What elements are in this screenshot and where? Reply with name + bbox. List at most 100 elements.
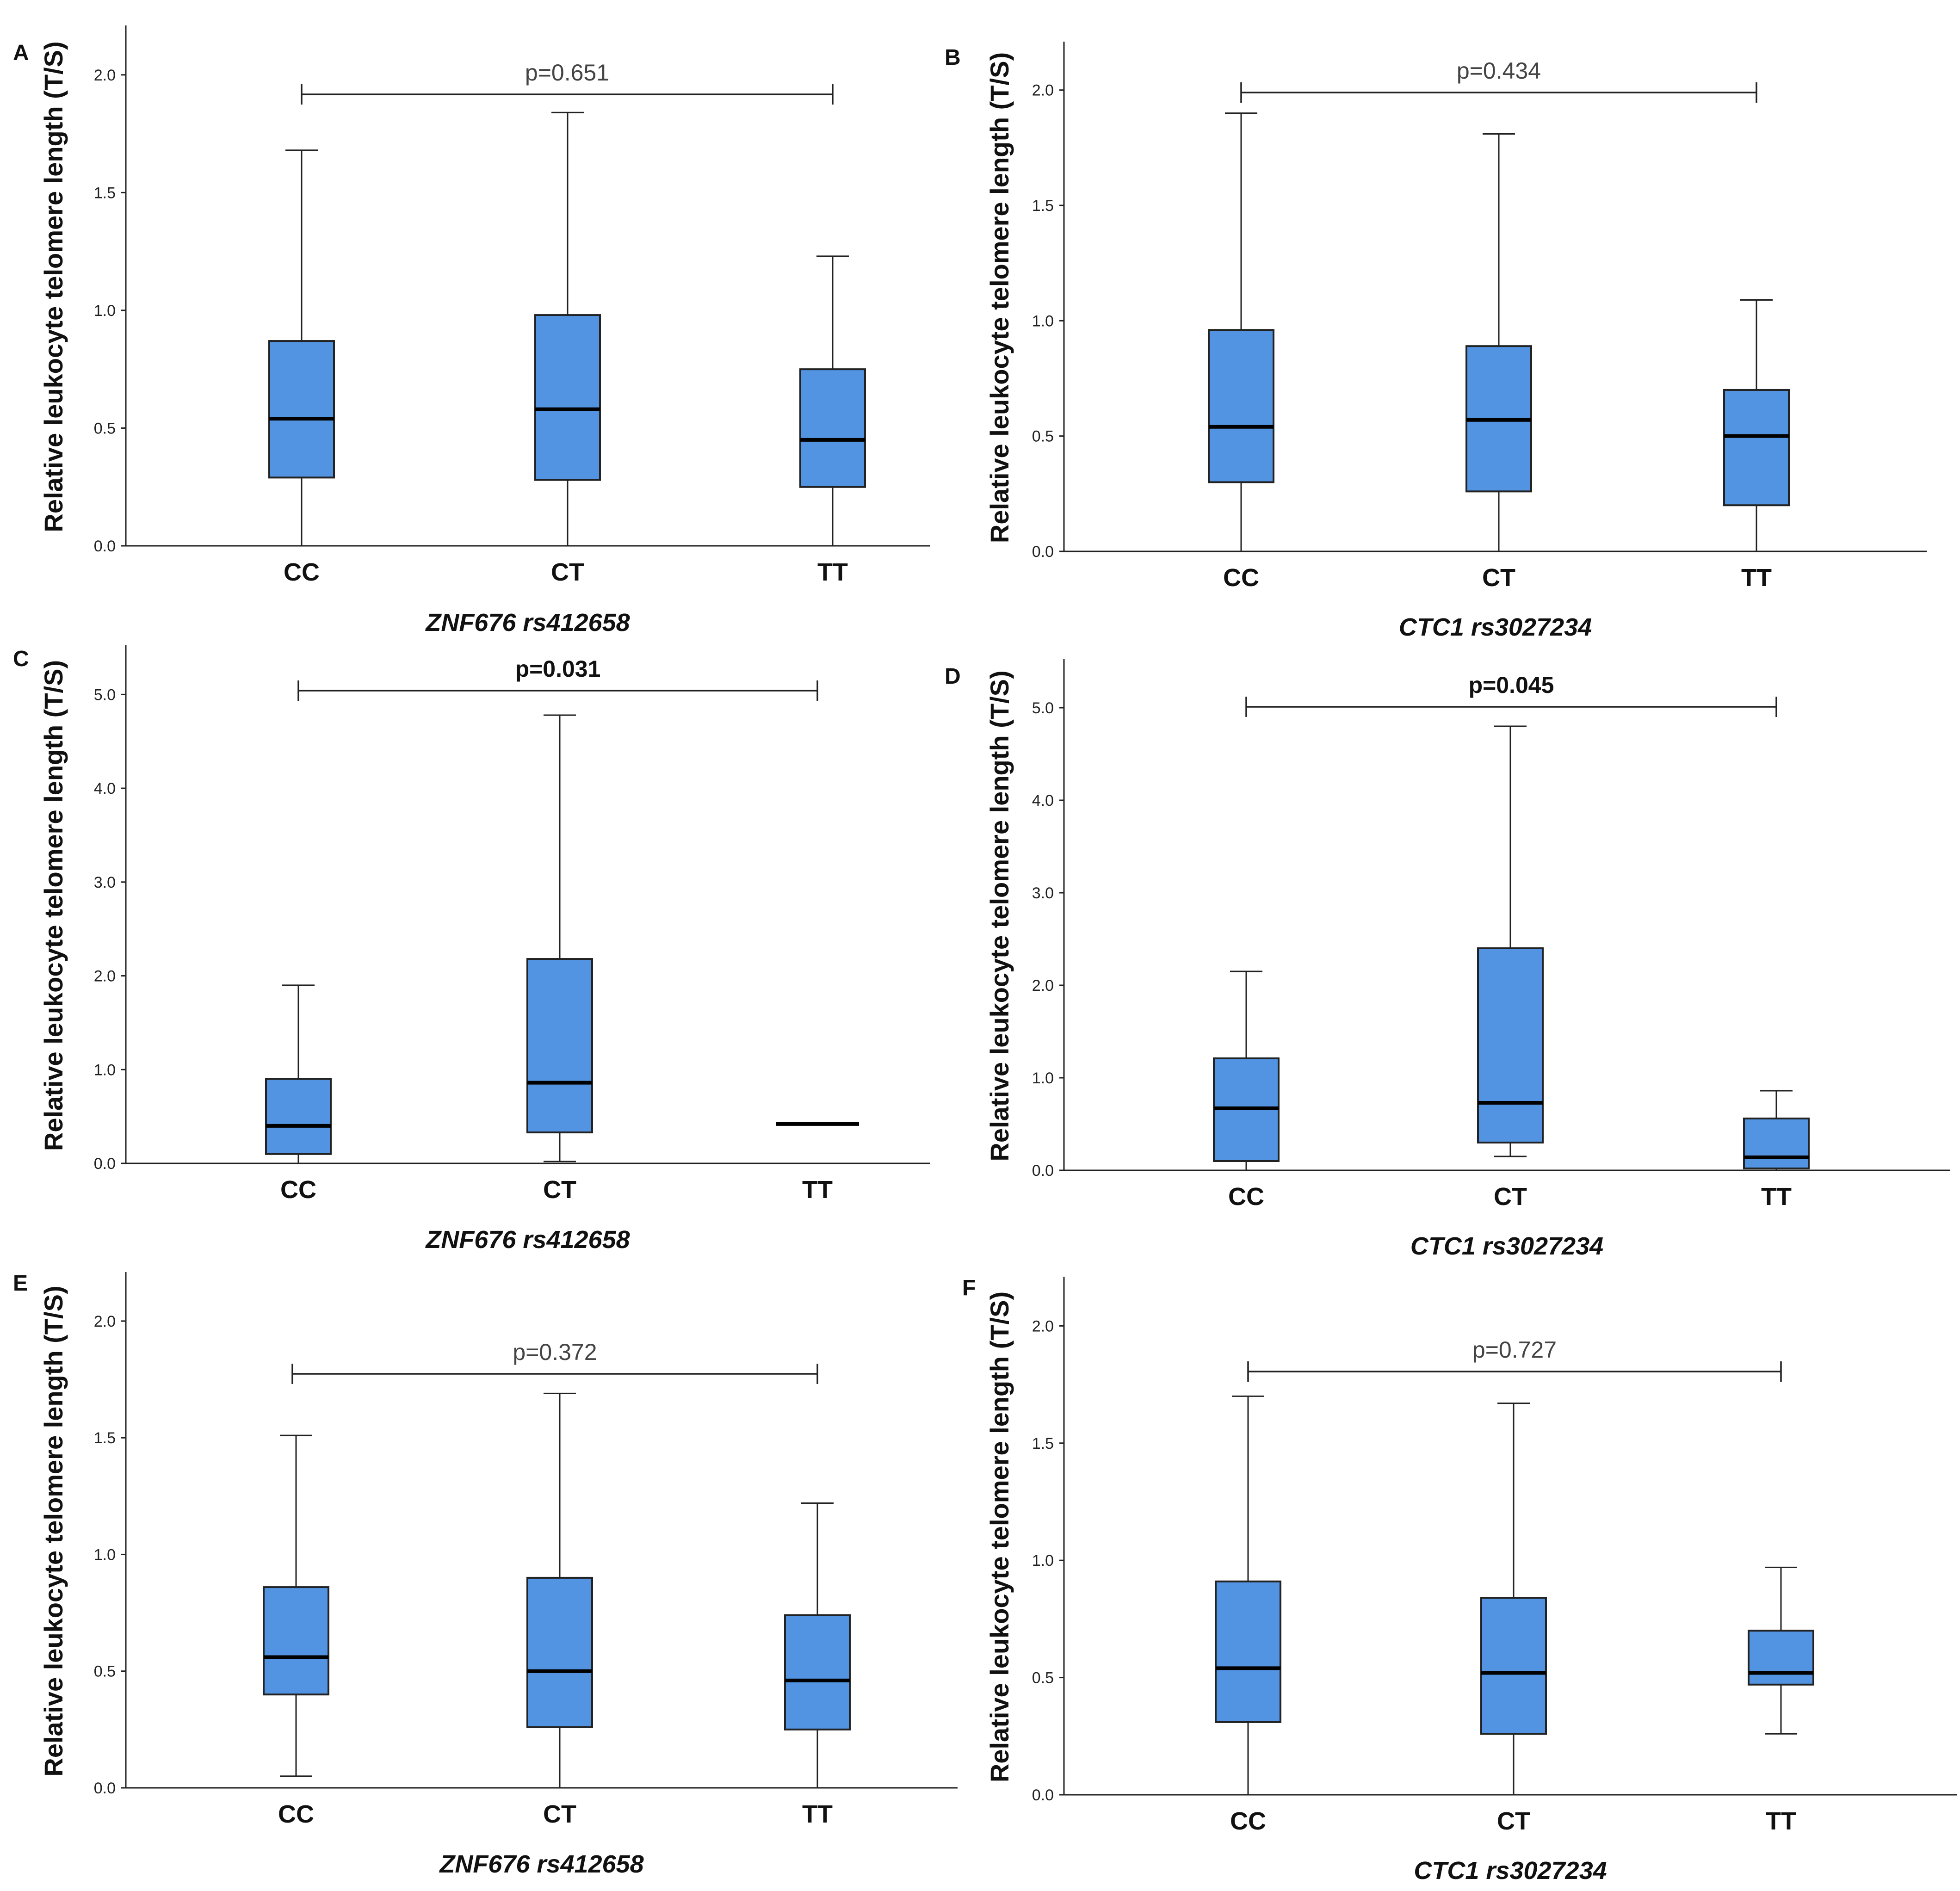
- box-cc: [268, 149, 335, 547]
- panel-letter: C: [13, 647, 29, 671]
- box-cc: [1215, 1395, 1281, 1796]
- iqr-box: [1723, 389, 1790, 507]
- y-tick-label: 0.0: [94, 1155, 116, 1173]
- iqr-box: [1215, 1580, 1281, 1723]
- x-axis-label: ZNF676 rs412658: [425, 1226, 630, 1254]
- y-tick-label: 1.5: [1032, 1435, 1054, 1452]
- iqr-box: [1748, 1630, 1814, 1686]
- panel-f: F 0.0 0.5 1.0 1.5 2.0 Relative leukocyte telom…: [962, 1276, 1957, 1885]
- box-ct: [1477, 725, 1544, 1157]
- y-tick-label: 0.5: [1032, 1669, 1054, 1687]
- panel-e: E 0.0 0.5 1.0 1.5 2.0 Relative leukocyte telom…: [13, 1271, 958, 1878]
- iqr-box: [526, 958, 593, 1134]
- x-axis-label: ZNF676 rs412658: [439, 1850, 643, 1878]
- y-tick-label: 3.0: [94, 874, 116, 891]
- significance-bracket: [291, 1364, 818, 1384]
- x-tick-label: TT: [802, 1800, 833, 1828]
- box-ct: [1480, 1403, 1547, 1796]
- iqr-box: [526, 1576, 593, 1728]
- box-tt: [1743, 1090, 1810, 1171]
- panel-letter: A: [13, 41, 29, 65]
- box-ct: [534, 111, 601, 547]
- panel-b: B 0.0 0.5 1.0 1.5 2.0 Relative leukocyte telom…: [945, 42, 1927, 641]
- iqr-box: [263, 1586, 329, 1696]
- x-axis-label: CTC1 rs3027234: [1414, 1857, 1607, 1885]
- box-ct: [1465, 133, 1532, 552]
- x-tick-label: CT: [1497, 1807, 1530, 1835]
- box-tt: [1748, 1566, 1814, 1735]
- y-tick-label: 4.0: [94, 780, 116, 797]
- p-value-label: p=0.031: [515, 656, 601, 682]
- panel-d: D 0.0 1.0 2.0 3.0 4.0 5.0 Relative leukocyte te…: [945, 659, 1950, 1260]
- x-tick-label: CT: [543, 1176, 576, 1204]
- box-tt: [799, 255, 866, 547]
- y-tick-label: 0.0: [1032, 1162, 1054, 1180]
- y-tick-label: 3.0: [1032, 884, 1054, 902]
- y-tick-label: 0.5: [1032, 428, 1054, 445]
- x-tick-label: TT: [1766, 1807, 1796, 1835]
- y-tick-label: 5.0: [94, 686, 116, 704]
- box-cc: [1213, 970, 1280, 1171]
- box-tt: [784, 1502, 851, 1789]
- y-axis-label: Relative leukocyte telomere length (T/S): [985, 52, 1014, 543]
- iqr-box: [1480, 1597, 1547, 1735]
- p-value-label: p=0.045: [1469, 672, 1554, 698]
- x-tick-label: TT: [802, 1176, 833, 1204]
- iqr-box: [1477, 947, 1544, 1143]
- y-tick-label: 1.5: [1032, 197, 1054, 215]
- panel-a: A 0.0 0.5 1.0 1.5 2.0 Relative leukocyte telom…: [13, 25, 930, 637]
- y-tick-label: 2.0: [1032, 82, 1054, 99]
- box-ct: [526, 714, 593, 1162]
- iqr-box: [265, 1078, 332, 1155]
- x-tick-label: CT: [1482, 564, 1515, 592]
- x-tick-label: CT: [543, 1800, 576, 1828]
- iqr-box: [799, 368, 866, 488]
- panel-letter: E: [13, 1271, 28, 1296]
- y-tick-label: 0.0: [94, 1780, 116, 1797]
- iqr-box: [1743, 1118, 1810, 1169]
- x-axis-label: CTC1 rs3027234: [1399, 613, 1592, 641]
- x-tick-label: CC: [280, 1176, 316, 1204]
- y-tick-label: 5.0: [1032, 699, 1054, 717]
- y-tick-label: 4.0: [1032, 792, 1054, 810]
- y-tick-label: 0.5: [94, 420, 116, 437]
- panel-letter: F: [962, 1276, 976, 1300]
- x-tick-label: CT: [1494, 1183, 1527, 1211]
- x-axis-label: ZNF676 rs412658: [425, 609, 630, 637]
- y-axis-label: Relative leukocyte telomere length (T/S): [39, 1285, 68, 1776]
- y-tick-label: 2.0: [1032, 1317, 1054, 1335]
- x-tick-label: CC: [1223, 564, 1259, 592]
- p-value-label: p=0.434: [1457, 58, 1541, 84]
- p-value-label: p=0.372: [513, 1339, 597, 1365]
- box-cc: [1208, 112, 1274, 552]
- y-tick-label: 1.0: [94, 1061, 116, 1079]
- y-tick-label: 2.0: [94, 1313, 116, 1330]
- significance-bracket: [297, 680, 818, 701]
- p-value-label: p=0.651: [525, 60, 609, 86]
- box-cc: [265, 984, 332, 1164]
- significance-bracket: [1247, 1361, 1782, 1382]
- y-tick-label: 0.0: [1032, 543, 1054, 561]
- y-tick-label: 0.0: [1032, 1786, 1054, 1804]
- y-tick-label: 2.0: [94, 67, 116, 84]
- x-tick-label: CC: [1228, 1183, 1264, 1211]
- iqr-box: [534, 314, 601, 481]
- significance-bracket: [1245, 697, 1777, 717]
- y-tick-label: 2.0: [1032, 977, 1054, 995]
- x-tick-label: TT: [1741, 564, 1772, 592]
- x-tick-label: TT: [817, 558, 848, 586]
- x-tick-label: CC: [284, 558, 320, 586]
- x-tick-label: CT: [551, 558, 584, 586]
- box-ct: [526, 1392, 593, 1789]
- y-tick-label: 0.5: [94, 1663, 116, 1681]
- box-cc: [263, 1434, 329, 1777]
- y-axis-label: Relative leukocyte telomere length (T/S): [39, 41, 68, 532]
- y-tick-label: 1.0: [94, 1546, 116, 1563]
- y-axis-label: Relative leukocyte telomere length (T/S): [39, 660, 68, 1151]
- box-tt: [1723, 299, 1790, 552]
- iqr-box: [268, 340, 335, 479]
- y-tick-label: 1.0: [1032, 1552, 1054, 1570]
- y-tick-label: 1.5: [94, 1429, 116, 1447]
- iqr-box: [784, 1614, 851, 1730]
